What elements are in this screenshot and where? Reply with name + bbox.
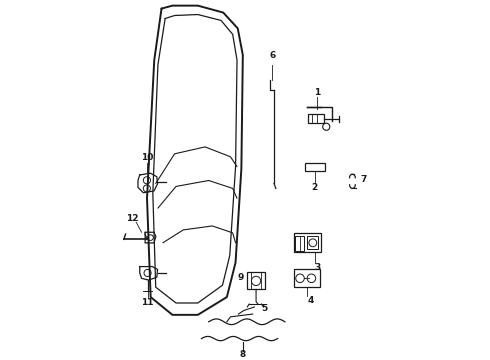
Bar bbox=[295, 236, 304, 251]
Text: 10: 10 bbox=[142, 153, 154, 162]
Text: 4: 4 bbox=[308, 296, 314, 305]
Text: 11: 11 bbox=[141, 298, 154, 307]
Bar bbox=[305, 163, 325, 171]
Text: 1: 1 bbox=[314, 89, 320, 98]
Text: 5: 5 bbox=[261, 304, 268, 313]
Bar bbox=[247, 273, 265, 289]
Text: 3: 3 bbox=[314, 263, 320, 272]
Text: 9: 9 bbox=[238, 273, 244, 282]
Bar bbox=[309, 114, 324, 123]
Bar bbox=[307, 237, 318, 249]
Text: 12: 12 bbox=[126, 213, 139, 222]
Bar bbox=[294, 233, 321, 252]
Text: 6: 6 bbox=[269, 50, 275, 59]
Text: 8: 8 bbox=[240, 350, 246, 359]
Bar bbox=[294, 269, 320, 287]
Text: 7: 7 bbox=[360, 175, 367, 184]
Text: 2: 2 bbox=[312, 183, 318, 192]
